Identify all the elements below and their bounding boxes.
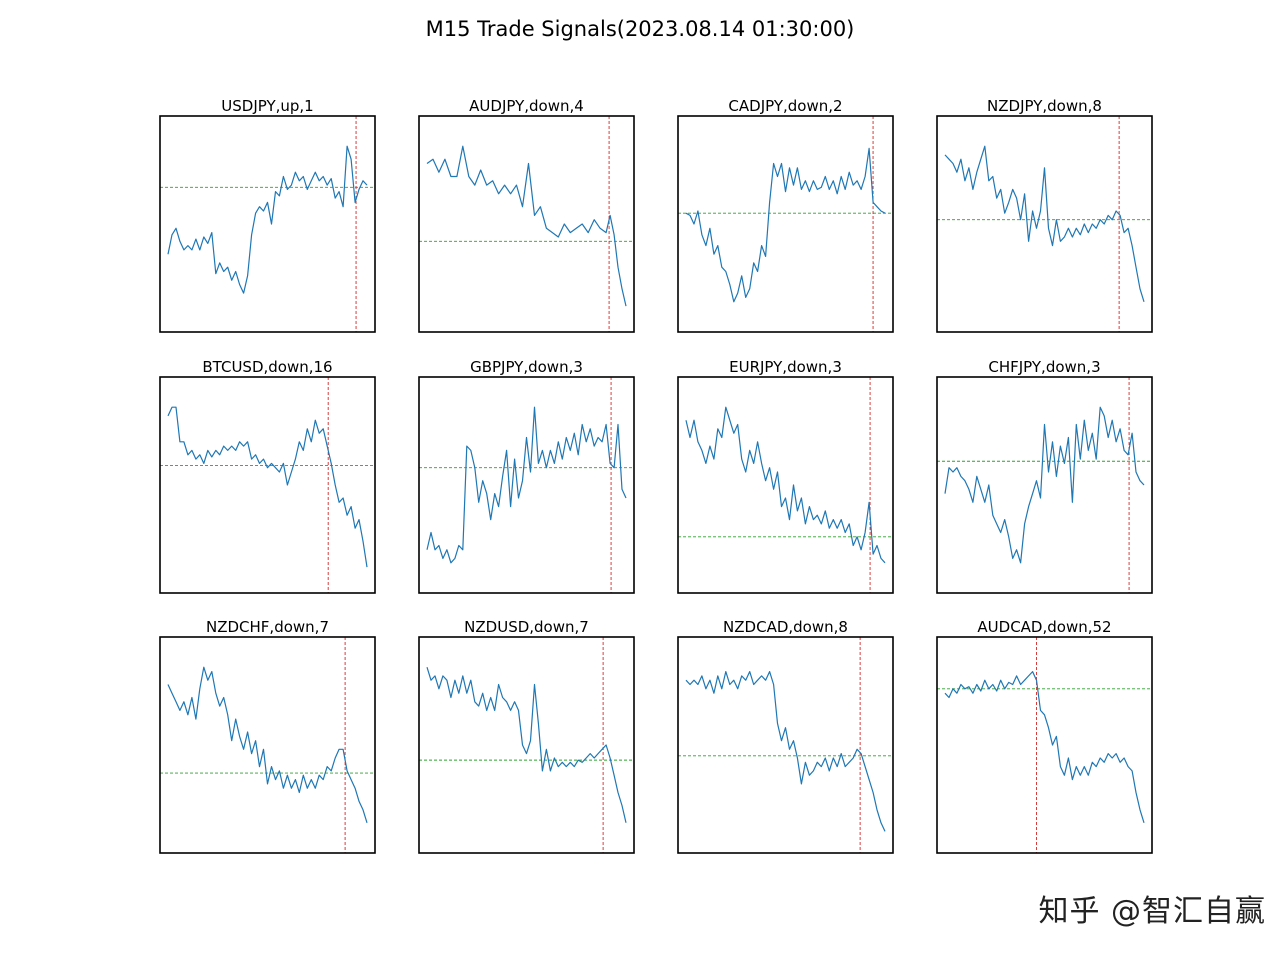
chart-title: BTCUSD,down,16 xyxy=(202,358,332,376)
chart-frame xyxy=(936,636,1153,854)
price-series-line xyxy=(167,666,368,823)
price-series-line xyxy=(426,145,627,307)
chart-panel-1: USDJPY,up,1 xyxy=(159,97,376,333)
chart-panel-12: AUDCAD,down,52 xyxy=(936,618,1153,854)
chart-panel-7: EURJPY,down,3 xyxy=(677,358,894,594)
watermark: 知乎 @智汇自赢 xyxy=(1038,894,1266,929)
price-series-line xyxy=(167,406,368,568)
chart-panel-8: CHFJPY,down,3 xyxy=(936,358,1153,594)
chart-frame xyxy=(159,115,376,333)
chart-panel-3: CADJPY,down,2 xyxy=(677,97,894,333)
chart-panels: USDJPY,up,1 AUDJPY,down,4 CADJPY,down,2 NZD… xyxy=(159,97,1153,854)
chart-frame xyxy=(159,636,376,854)
chart-frame xyxy=(418,636,635,854)
price-series-line xyxy=(685,406,886,564)
price-series-line xyxy=(944,406,1145,564)
chart-frame xyxy=(936,115,1153,333)
chart-panel-4: NZDJPY,down,8 xyxy=(936,97,1153,333)
chart-title: AUDJPY,down,4 xyxy=(469,97,584,115)
chart-title: EURJPY,down,3 xyxy=(729,358,842,376)
chart-frame xyxy=(418,376,635,594)
chart-frame xyxy=(936,376,1153,594)
chart-title: GBPJPY,down,3 xyxy=(470,358,583,376)
chart-panel-6: GBPJPY,down,3 xyxy=(418,358,635,594)
chart-title: CADJPY,down,2 xyxy=(728,97,842,115)
chart-panel-5: BTCUSD,down,16 xyxy=(159,358,376,594)
chart-panel-9: NZDCHF,down,7 xyxy=(159,618,376,854)
chart-panel-2: AUDJPY,down,4 xyxy=(418,97,635,333)
chart-frame xyxy=(159,376,376,594)
price-series-line xyxy=(944,145,1145,302)
price-series-line xyxy=(426,667,627,823)
price-series-line xyxy=(685,670,886,832)
chart-title: AUDCAD,down,52 xyxy=(977,618,1111,636)
chart-frame xyxy=(677,376,894,594)
chart-title: USDJPY,up,1 xyxy=(221,97,313,115)
chart-panel-11: NZDCAD,down,8 xyxy=(677,618,894,854)
chart-frame xyxy=(677,636,894,854)
chart-frame xyxy=(677,115,894,333)
figure-title: M15 Trade Signals(2023.08.14 01:30:00) xyxy=(426,17,855,41)
chart-title: NZDCHF,down,7 xyxy=(206,618,329,636)
price-series-line xyxy=(685,147,886,303)
price-series-line xyxy=(944,670,1145,823)
chart-frame xyxy=(418,115,635,333)
price-series-line xyxy=(426,406,627,564)
chart-title: NZDUSD,down,7 xyxy=(464,618,589,636)
chart-panel-10: NZDUSD,down,7 xyxy=(418,618,635,854)
price-series-line xyxy=(167,145,368,294)
chart-title: CHFJPY,down,3 xyxy=(988,358,1100,376)
chart-title: NZDJPY,down,8 xyxy=(987,97,1102,115)
chart-title: NZDCAD,down,8 xyxy=(723,618,848,636)
